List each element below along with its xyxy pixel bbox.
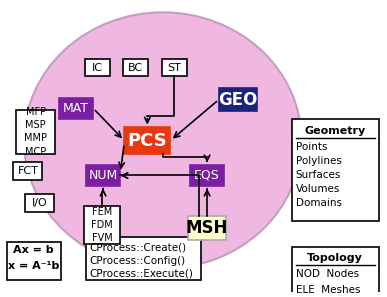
Text: I/O: I/O	[32, 198, 47, 208]
Text: ELE  Meshes: ELE Meshes	[296, 285, 360, 295]
Text: Geometry: Geometry	[305, 126, 366, 136]
FancyBboxPatch shape	[292, 247, 378, 297]
FancyBboxPatch shape	[162, 59, 187, 76]
Text: MFP
MSP
MMP
MCP: MFP MSP MMP MCP	[24, 107, 47, 157]
FancyBboxPatch shape	[123, 59, 148, 76]
Text: FEM
FDM
FVM: FEM FDM FVM	[91, 207, 113, 243]
Text: FCT: FCT	[17, 166, 38, 176]
FancyBboxPatch shape	[16, 110, 55, 154]
FancyBboxPatch shape	[86, 237, 201, 280]
Text: NUM: NUM	[88, 169, 118, 182]
FancyBboxPatch shape	[86, 165, 120, 186]
Text: Topology: Topology	[307, 253, 363, 263]
Text: x = A⁻¹b: x = A⁻¹b	[8, 261, 59, 271]
FancyBboxPatch shape	[7, 242, 61, 280]
Text: MAT: MAT	[63, 102, 89, 115]
Text: BC: BC	[128, 63, 143, 73]
Text: IC: IC	[92, 63, 103, 73]
Text: Volumes: Volumes	[296, 184, 340, 194]
Text: Ax = b: Ax = b	[13, 245, 54, 255]
Text: ST: ST	[168, 63, 181, 73]
FancyBboxPatch shape	[59, 98, 93, 119]
FancyBboxPatch shape	[219, 88, 257, 111]
Text: EQS: EQS	[194, 169, 220, 182]
Text: MSH: MSH	[186, 219, 228, 237]
Text: GEO: GEO	[218, 91, 258, 109]
FancyBboxPatch shape	[190, 165, 224, 186]
FancyBboxPatch shape	[14, 162, 42, 180]
FancyBboxPatch shape	[84, 206, 120, 244]
FancyBboxPatch shape	[85, 59, 110, 76]
Ellipse shape	[24, 12, 301, 269]
FancyBboxPatch shape	[124, 127, 170, 154]
Text: CProcess::Execute(): CProcess::Execute()	[89, 269, 194, 279]
FancyBboxPatch shape	[188, 216, 226, 240]
Text: CProcess::Config(): CProcess::Config()	[89, 256, 186, 266]
FancyBboxPatch shape	[292, 119, 378, 221]
FancyBboxPatch shape	[25, 195, 54, 212]
Text: Surfaces: Surfaces	[296, 170, 341, 180]
Text: Points: Points	[296, 142, 327, 152]
Text: CProcess::Create(): CProcess::Create()	[89, 242, 187, 252]
Text: NOD  Nodes: NOD Nodes	[296, 269, 359, 279]
Text: Polylines: Polylines	[296, 156, 342, 166]
Text: PCS: PCS	[127, 132, 167, 149]
Text: Domains: Domains	[296, 198, 342, 208]
